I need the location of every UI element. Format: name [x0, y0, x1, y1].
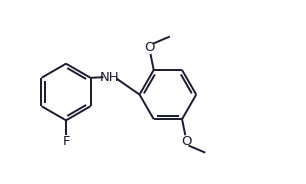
Text: O: O — [145, 41, 155, 54]
Text: F: F — [62, 135, 70, 148]
Text: NH: NH — [99, 71, 119, 84]
Text: O: O — [181, 135, 192, 148]
